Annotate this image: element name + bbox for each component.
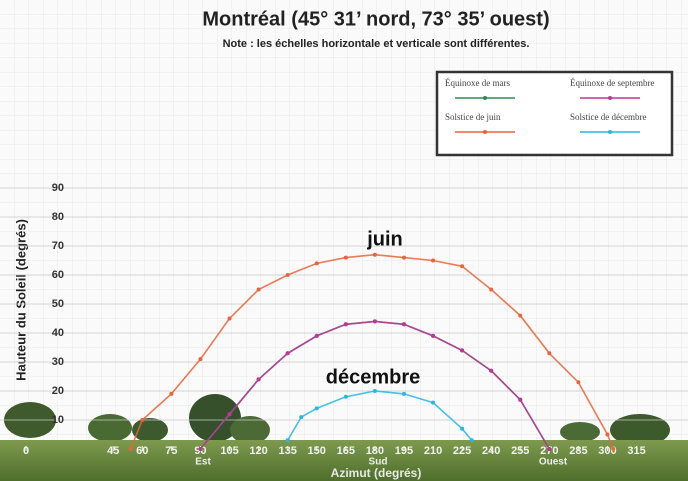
x-tick-label: 105 xyxy=(220,445,238,457)
annotation: Est xyxy=(195,457,211,468)
annotation: décembre xyxy=(326,366,421,388)
data-point xyxy=(285,351,290,356)
data-point xyxy=(489,368,494,373)
data-point xyxy=(460,348,465,353)
data-point xyxy=(460,264,465,269)
x-tick-label: 255 xyxy=(511,445,529,457)
x-axis-label: Azimut (degrés) xyxy=(331,466,422,480)
legend-label: Équinoxe de septembre xyxy=(570,78,654,88)
data-point xyxy=(576,380,581,385)
legend-label: Équinoxe de mars xyxy=(445,78,510,88)
data-point xyxy=(314,406,319,411)
y-tick-label: 80 xyxy=(52,211,64,223)
data-point xyxy=(372,319,377,324)
x-tick-label: 45 xyxy=(107,445,119,457)
data-point xyxy=(547,351,552,356)
y-tick-label: 70 xyxy=(52,240,64,252)
x-tick-label: 225 xyxy=(453,445,471,457)
x-tick-label: 210 xyxy=(424,445,442,457)
data-point xyxy=(227,412,232,417)
data-point xyxy=(256,287,261,292)
data-point xyxy=(343,394,348,399)
legend-label: Solstice de décembre xyxy=(570,112,646,122)
legend xyxy=(435,70,674,157)
y-tick-label: 50 xyxy=(52,298,64,310)
annotation: Ouest xyxy=(539,457,568,468)
data-point xyxy=(299,415,304,420)
data-point xyxy=(198,447,203,451)
x-tick-label: 180 xyxy=(366,445,384,457)
annotation: Sud xyxy=(369,457,388,468)
y-tick-label: 60 xyxy=(52,269,64,281)
y-tick-label: 90 xyxy=(52,182,64,194)
data-point xyxy=(547,447,552,451)
annotation: juin xyxy=(366,228,403,250)
legend-marker xyxy=(483,130,487,134)
legend-label: Solstice de juin xyxy=(445,112,501,122)
data-point xyxy=(140,418,145,422)
x-tick-label: 60 xyxy=(136,445,148,457)
landscape xyxy=(0,394,688,481)
data-point xyxy=(518,397,523,402)
chart-subtitle: Note : les échelles horizontale et verti… xyxy=(223,38,530,50)
data-point xyxy=(227,316,232,321)
data-point xyxy=(128,447,133,451)
data-point xyxy=(431,258,436,263)
data-point xyxy=(431,400,436,405)
data-point xyxy=(314,261,319,266)
legend-marker xyxy=(608,130,612,134)
x-tick-label: 285 xyxy=(569,445,587,457)
x-tick-label: 315 xyxy=(627,445,645,457)
data-point xyxy=(372,252,377,257)
data-point xyxy=(431,333,436,338)
x-tick-label: 150 xyxy=(308,445,326,457)
y-tick-label: 40 xyxy=(52,327,64,339)
x-tick-label: 300 xyxy=(598,445,616,457)
data-point xyxy=(605,432,610,437)
y-axis-label: Hauteur du Soleil (degrés) xyxy=(13,219,28,381)
x-tick-label: 120 xyxy=(249,445,267,457)
data-point xyxy=(401,322,406,327)
data-point xyxy=(314,333,319,338)
data-point xyxy=(343,255,348,260)
y-tick-label: 30 xyxy=(52,356,64,368)
legend-marker xyxy=(608,96,612,100)
data-point xyxy=(518,313,523,318)
y-tick-label: 20 xyxy=(52,385,64,397)
data-point xyxy=(401,391,406,396)
data-point xyxy=(256,377,261,382)
x-tick-label: 165 xyxy=(337,445,355,457)
data-point xyxy=(460,426,465,431)
data-point xyxy=(401,255,406,260)
data-point xyxy=(469,438,474,443)
data-point xyxy=(489,287,494,292)
x-tick-label: 240 xyxy=(482,445,500,457)
x-tick-label: 75 xyxy=(165,445,177,457)
y-tick-label: 10 xyxy=(52,414,64,426)
data-point xyxy=(198,357,203,362)
data-point xyxy=(372,389,377,393)
data-point xyxy=(343,322,348,327)
data-point xyxy=(285,273,290,277)
x-tick-label: 0 xyxy=(23,445,29,457)
x-tick-label: 135 xyxy=(278,445,296,457)
x-tick-label: 195 xyxy=(395,445,413,457)
data-point xyxy=(285,438,290,443)
legend-marker xyxy=(483,96,487,100)
data-point xyxy=(611,447,616,451)
data-point xyxy=(169,391,174,396)
chart-title: Montréal (45° 31’ nord, 73° 35’ ouest) xyxy=(202,8,549,30)
